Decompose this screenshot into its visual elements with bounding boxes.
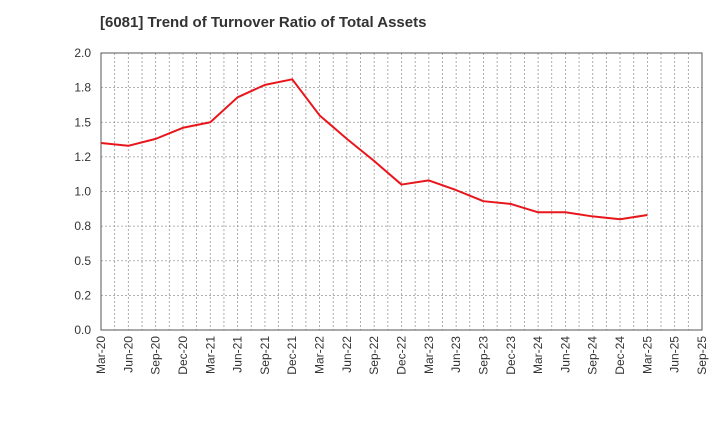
x-tick-label: Sep-20 [149, 336, 163, 375]
x-tick-label: Sep-21 [258, 336, 272, 375]
x-tick-label: Mar-20 [94, 336, 108, 374]
x-tick-labels: Mar-20 Jun-20 Sep-20 Dec-20 Mar-21 Jun-21 Sep-… [94, 336, 709, 375]
x-tick-label: Dec-20 [176, 336, 190, 375]
x-tick-label: Jun-25 [668, 336, 682, 373]
y-tick-label: 1.5 [74, 115, 91, 129]
x-tick-label: Sep-22 [367, 336, 381, 375]
series-layer [100, 78, 648, 221]
axes [100, 52, 703, 331]
y-tick-label: 1.0 [74, 185, 91, 199]
y-tick-label: 0.5 [74, 254, 91, 268]
x-tick-label: Dec-23 [504, 336, 518, 375]
plot-frame [100, 52, 703, 331]
y-tick-label: 2.0 [74, 46, 91, 60]
x-tick-label: Sep-23 [476, 336, 490, 375]
y-tick-label: 1.8 [74, 81, 91, 95]
x-tick-label: Sep-24 [586, 336, 600, 375]
y-tick-label: 0.2 [74, 288, 91, 302]
x-tick-label: Jun-23 [449, 336, 463, 373]
x-tick-label: Mar-22 [313, 336, 327, 374]
y-tick-label: 1.2 [74, 150, 91, 164]
x-tick-label: Jun-24 [558, 336, 572, 373]
x-tick-label: Jun-22 [340, 336, 354, 373]
y-tick-labels: 0.0 0.2 0.5 0.8 1.0 1.2 1.5 1.8 2.0 [74, 46, 91, 337]
x-tick-label: Jun-20 [121, 336, 135, 373]
chart-title: [6081] Trend of Turnover Ratio of Total … [100, 14, 427, 31]
y-tick-label: 0.8 [74, 219, 91, 233]
x-tick-label: Sep-25 [695, 336, 709, 375]
x-tick-label: Mar-25 [640, 336, 654, 374]
y-tick-label: 0.0 [74, 323, 91, 337]
x-tick-label: Mar-24 [531, 336, 545, 374]
x-tick-label: Dec-24 [613, 336, 627, 375]
x-tick-label: Dec-22 [395, 336, 409, 375]
x-tick-label: Dec-21 [285, 336, 299, 375]
grid-lines [101, 53, 702, 330]
x-tick-label: Jun-21 [231, 336, 245, 373]
x-tick-label: Mar-23 [422, 336, 436, 374]
x-tick-label: Mar-21 [203, 336, 217, 374]
